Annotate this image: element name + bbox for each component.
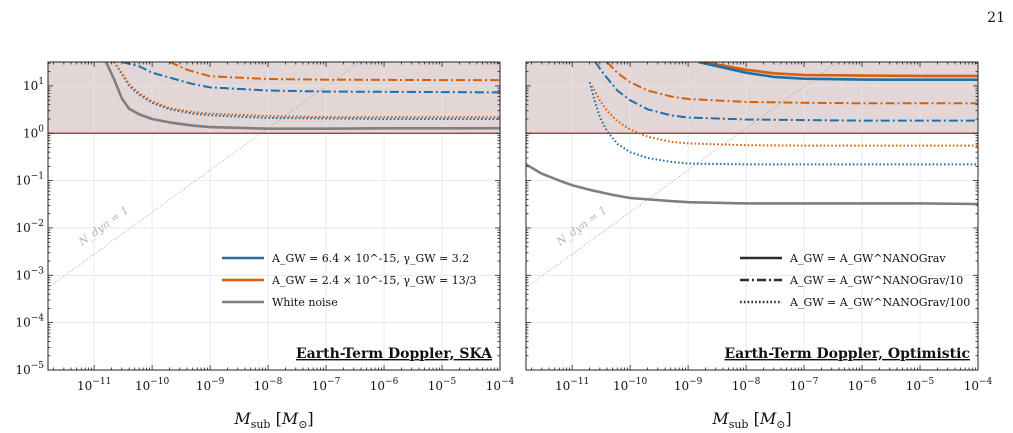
series-group bbox=[526, 62, 978, 206]
y-tick-label: 10−1 bbox=[15, 172, 44, 188]
legend-label: A_GW = A_GW^NANOGrav/10 bbox=[789, 274, 963, 287]
x-tick-label: 10−6 bbox=[370, 377, 399, 393]
y-tick-label: 10−2 bbox=[15, 219, 44, 235]
x-tick-label: 10−9 bbox=[674, 377, 703, 393]
x-tick-label: 10−7 bbox=[312, 377, 341, 393]
y-tick-label: 10−4 bbox=[15, 314, 44, 330]
x-tick-label: 10−4 bbox=[486, 377, 515, 393]
x-tick-label: 10−5 bbox=[428, 377, 457, 393]
axes-frame bbox=[47, 61, 501, 371]
y-tick-label: 10−3 bbox=[15, 266, 44, 282]
excluded-region bbox=[48, 62, 500, 134]
series-line-blue-dotted bbox=[588, 81, 978, 166]
y-tick-label: 101 bbox=[23, 77, 44, 93]
series-line-orange-solid bbox=[702, 62, 978, 78]
series-line-orange-dashdot bbox=[606, 62, 978, 105]
page-number: 21 bbox=[987, 10, 1005, 26]
x-tick-label: 10−4 bbox=[964, 377, 993, 393]
panel-earth-term-doppler-optimistic: N_dyn = 110−11 10−10 10−9 10−8 10−7 10−6 10−5 1… bbox=[525, 61, 993, 431]
x-axis-label: Msub [M⊙] bbox=[233, 409, 313, 431]
ndyn-reference-line bbox=[526, 62, 839, 288]
x-tick-label: 10−11 bbox=[77, 377, 111, 393]
ndyn-reference-line bbox=[48, 62, 361, 288]
legend-label: A_GW = 2.4 × 10^-15, γ_GW = 13/3 bbox=[271, 274, 476, 287]
legend: A_GW = A_GW^NANOGrav A_GW = A_GW^NANOGrav… bbox=[740, 252, 970, 309]
gridlines bbox=[526, 62, 979, 371]
series-line-blue-dashdot bbox=[121, 62, 500, 94]
y-ticks bbox=[526, 62, 978, 371]
ndyn-reference-group bbox=[48, 62, 361, 288]
x-tick-label: 10−7 bbox=[790, 377, 819, 393]
legend-label: A_GW = A_GW^NANOGrav/100 bbox=[789, 296, 970, 309]
legend-label: A_GW = 6.4 × 10^-15, γ_GW = 3.2 bbox=[271, 252, 469, 265]
y-ticks bbox=[48, 62, 500, 371]
x-tick-label: 10−10 bbox=[613, 377, 648, 393]
series-line-orange-dotted bbox=[113, 62, 500, 119]
x-tick-label: 10−10 bbox=[135, 377, 170, 393]
ndyn-reference-group bbox=[526, 62, 839, 288]
series-line-gray-solid bbox=[104, 62, 500, 130]
legend-label: White noise bbox=[272, 296, 338, 309]
series-line-blue-dotted bbox=[113, 62, 500, 120]
y-tick-label: 10−5 bbox=[15, 361, 44, 377]
series-line-gray-solid bbox=[526, 163, 978, 206]
panel-earth-term-doppler-ska: N_dyn = 110−11 10−10 10−9 10−8 10−7 10−6 10−5 1… bbox=[15, 61, 515, 431]
x-tick-label: 10−5 bbox=[906, 377, 935, 393]
panel-title: Earth-Term Doppler, Optimistic bbox=[724, 346, 970, 362]
x-tick-label: 10−6 bbox=[848, 377, 877, 393]
series-group bbox=[104, 62, 500, 130]
panel-title: Earth-Term Doppler, SKA bbox=[296, 346, 493, 362]
legend-label: A_GW = A_GW^NANOGrav bbox=[789, 252, 946, 265]
legend: A_GW = 6.4 × 10^-15, γ_GW = 3.2 A_GW = 2.… bbox=[222, 252, 476, 309]
series-line-orange-dotted bbox=[591, 85, 978, 147]
x-tick-label: 10−9 bbox=[196, 377, 225, 393]
x-tick-label: 10−8 bbox=[732, 377, 761, 393]
x-ticks bbox=[53, 62, 501, 370]
series-line-blue-solid bbox=[698, 62, 978, 81]
x-tick-label: 10−8 bbox=[254, 377, 283, 393]
series-line-orange-dashdot bbox=[169, 62, 500, 82]
y-tick-label: 100 bbox=[23, 124, 44, 140]
x-ticks bbox=[531, 62, 979, 370]
axes-frame bbox=[525, 61, 979, 371]
series-line-blue-dashdot bbox=[594, 62, 978, 122]
x-tick-label: 10−11 bbox=[555, 377, 589, 393]
x-axis-label: Msub [M⊙] bbox=[711, 409, 791, 431]
